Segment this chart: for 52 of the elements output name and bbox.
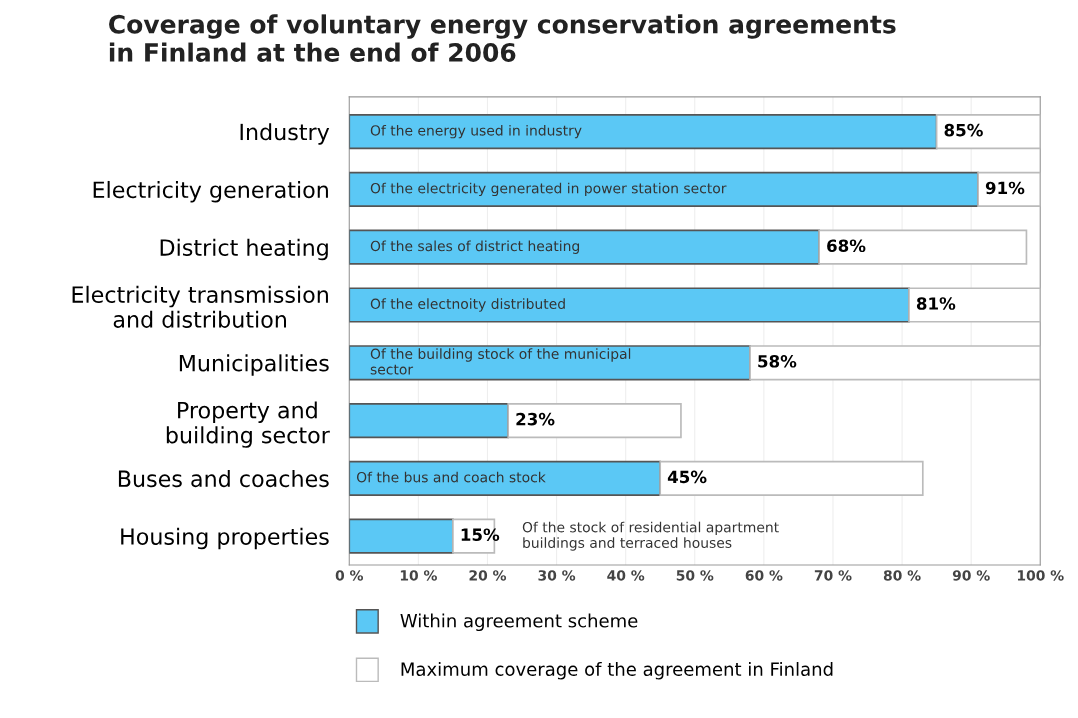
- bar: [349, 287, 910, 323]
- x-tick-label: 30 %: [538, 570, 576, 581]
- bar: [507, 402, 682, 439]
- legend-label: Within agreement scheme: [400, 613, 638, 632]
- x-tick-label: 20 %: [469, 570, 507, 581]
- bar: [749, 345, 1041, 381]
- data-label: 23%: [516, 412, 555, 426]
- x-tick-label: 70 %: [814, 570, 852, 581]
- x-tick-label: 80 %: [883, 570, 921, 581]
- bar: [349, 171, 979, 207]
- bar: [935, 114, 1041, 150]
- annotation: Of the sales of district heating: [370, 240, 579, 254]
- x-tick-label: 100 %: [1017, 570, 1064, 581]
- x-tick-label: 50 %: [676, 570, 714, 581]
- bar: [349, 114, 938, 150]
- y-tick-label: Electricity generation: [93, 180, 328, 203]
- x-tick-label: 10 %: [400, 570, 437, 581]
- bar: [349, 518, 454, 554]
- data-label: 15%: [461, 528, 500, 541]
- y-tick-label: Property and building sector: [166, 401, 330, 448]
- bar: [349, 229, 820, 265]
- bar: [349, 345, 751, 381]
- data-label: 85%: [944, 123, 983, 137]
- x-tick-label: 0 %: [335, 570, 364, 581]
- annotation: Of the electnoity distributed: [370, 298, 565, 312]
- x-tick-label: 90 %: [952, 570, 990, 581]
- y-tick-label: District heating: [160, 238, 328, 261]
- annotation: Of the energy used in industry: [370, 124, 582, 139]
- x-tick-label: 40 %: [607, 570, 645, 581]
- data-label: 58%: [758, 355, 797, 368]
- bar: [659, 460, 924, 496]
- data-label: 45%: [667, 470, 707, 484]
- y-tick-label: Housing properties: [121, 527, 329, 550]
- bar: [908, 287, 1041, 323]
- bar: [349, 402, 510, 439]
- bar: [818, 229, 1028, 265]
- data-label: 91%: [985, 181, 1025, 195]
- y-tick-label: Buses and coaches: [118, 469, 329, 488]
- annotation: Of the electricity generated in power station sector: [370, 182, 727, 197]
- annotation: Of the bus and coach stock: [356, 471, 546, 483]
- data-label: 81%: [916, 297, 956, 310]
- annotation: Of the stock of residential apartment buildings and terraced houses: [522, 521, 779, 551]
- data-label: 68%: [827, 239, 866, 253]
- y-tick-label: Municipalities: [179, 354, 329, 376]
- annotation: Of the building stock of the municipal sector: [370, 348, 631, 375]
- legend-label: Maximum coverage of the agreement in Finland: [401, 662, 833, 680]
- chart-title: Coverage of voluntary energy conservation agreements in Finland at the end of 2006: [109, 14, 896, 62]
- y-tick-label: Electricity transmission and distribution: [72, 285, 328, 328]
- bar: [977, 171, 1041, 207]
- y-tick-label: Industry: [240, 123, 330, 145]
- bar: [349, 460, 662, 496]
- x-tick-label: 60 %: [745, 570, 783, 581]
